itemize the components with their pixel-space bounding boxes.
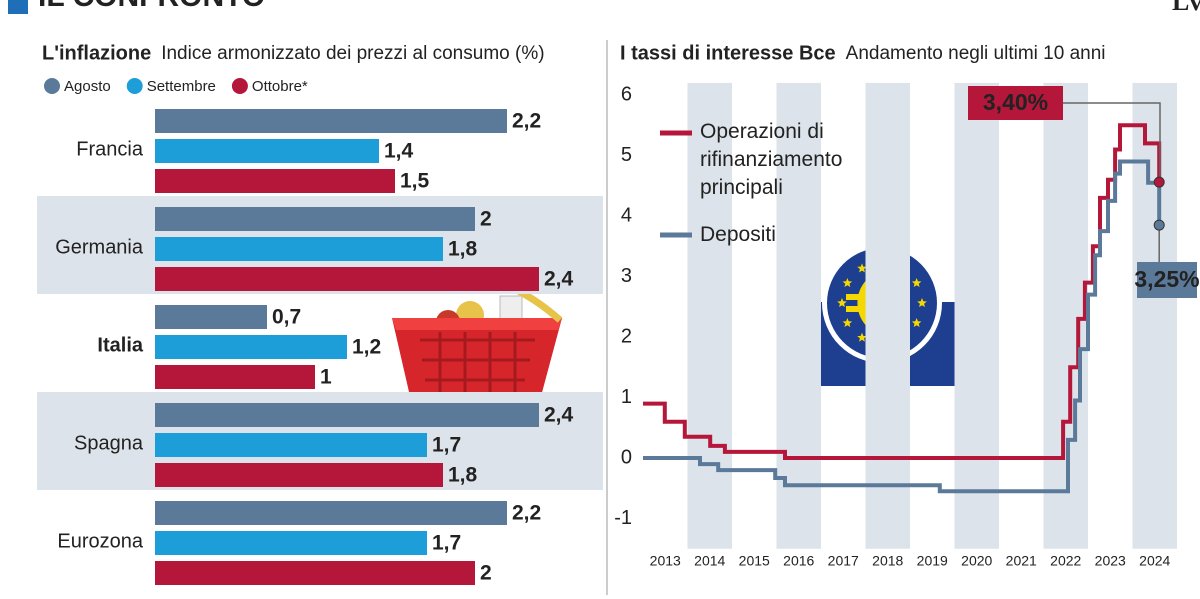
- bar: [155, 335, 347, 359]
- star: [857, 332, 867, 342]
- value-label: 1,4: [384, 140, 414, 163]
- annotation-text: 3,40%: [983, 89, 1048, 115]
- star: [917, 298, 927, 307]
- x-tick-label: 2016: [783, 552, 814, 568]
- value-label: 1: [320, 366, 332, 389]
- bar: [155, 531, 427, 555]
- value-label: 2: [480, 208, 492, 231]
- end-dot: [1153, 219, 1165, 231]
- chart-title: L'inflazione: [42, 42, 151, 64]
- y-tick-label: 2: [621, 325, 632, 347]
- year-band: [776, 82, 821, 549]
- legend-label: Agosto: [64, 78, 111, 95]
- value-label: 1,8: [448, 464, 478, 487]
- bar: [155, 433, 427, 457]
- value-label: 2: [480, 562, 492, 585]
- basket-illustration: [392, 271, 563, 405]
- annotation-box: [968, 86, 1063, 120]
- x-tick-label: 2013: [650, 552, 681, 568]
- category-label: Germania: [55, 236, 144, 258]
- legend-label: Settembre: [147, 78, 216, 95]
- legend-swatch: [126, 78, 143, 94]
- bar: [155, 139, 379, 163]
- bar: [155, 305, 267, 329]
- value-label: 0,7: [272, 306, 301, 329]
- y-tick-label: 5: [621, 144, 632, 166]
- annotation-leader: [1063, 102, 1161, 183]
- rate-line: [643, 159, 1162, 494]
- x-tick-label: 2020: [961, 552, 992, 568]
- year-band: [954, 82, 999, 549]
- y-tick-label: -1: [614, 507, 632, 529]
- value-label: 2,4: [544, 268, 574, 291]
- annotation-text: 3,25%: [1134, 266, 1199, 292]
- chart-subtitle: Andamento negli ultimi 10 anni: [846, 43, 1106, 64]
- category-label: Francia: [76, 138, 144, 160]
- y-tick-label: 3: [621, 265, 632, 287]
- year-band: [1043, 82, 1088, 549]
- x-tick-label: 2018: [872, 552, 903, 568]
- star: [842, 278, 853, 287]
- bar: [155, 365, 315, 389]
- star: [837, 298, 847, 307]
- x-tick-label: 2019: [917, 552, 948, 568]
- bar: [155, 501, 507, 525]
- legend-swatch: [231, 78, 248, 94]
- value-label: 1,5: [400, 170, 430, 193]
- value-label: 1,2: [352, 336, 381, 359]
- legend-label: Ottobre*: [252, 78, 308, 95]
- x-tick-label: 2022: [1050, 552, 1081, 568]
- category-label: Italia: [97, 334, 143, 356]
- bar: [155, 463, 443, 487]
- legend-label: Operazioni di rifinanziamento principali: [700, 120, 843, 199]
- star: [911, 278, 922, 287]
- header-title: IL CONFRONTO: [38, 0, 265, 13]
- value-label: 1,8: [448, 238, 478, 261]
- value-label: 2,2: [512, 110, 541, 133]
- category-label: Spagna: [74, 432, 144, 454]
- value-label: 1,7: [432, 532, 461, 555]
- bar: [155, 237, 443, 261]
- bar: [155, 109, 507, 133]
- rate-line: [643, 123, 1162, 460]
- x-tick-label: 2021: [1006, 552, 1037, 568]
- year-band: [865, 82, 910, 549]
- value-label: 1,7: [432, 434, 461, 457]
- x-tick-label: 2015: [739, 552, 770, 568]
- year-band: [1132, 82, 1177, 549]
- star: [842, 318, 853, 327]
- bar: [155, 207, 475, 231]
- star: [911, 318, 922, 327]
- y-tick-label: 1: [621, 386, 632, 408]
- bar: [155, 169, 395, 193]
- x-tick-label: 2017: [828, 552, 859, 568]
- value-label: 2,4: [544, 404, 574, 427]
- annotation-box: [1137, 262, 1197, 298]
- star: [857, 263, 867, 273]
- category-label: Eurozona: [57, 530, 143, 552]
- x-tick-label: 2024: [1139, 552, 1170, 568]
- end-dot: [1153, 176, 1165, 188]
- y-tick-label: 6: [621, 83, 632, 105]
- value-label: 2,2: [512, 502, 541, 525]
- bar: [155, 403, 539, 427]
- chart-subtitle: Indice armonizzato dei prezzi al consumo…: [161, 43, 544, 64]
- x-tick-label: 2014: [694, 552, 725, 568]
- y-tick-label: 0: [621, 446, 632, 468]
- header-mark: [8, 0, 28, 14]
- x-tick-label: 2023: [1095, 552, 1126, 568]
- chart-title: I tassi di interesse Bce: [620, 42, 836, 64]
- bar: [155, 561, 475, 585]
- bar: [155, 267, 539, 291]
- y-tick-label: 4: [621, 204, 632, 226]
- legend-swatch: [44, 78, 60, 94]
- legend-label: Depositi: [700, 223, 776, 246]
- logo: Lv: [1172, 0, 1200, 16]
